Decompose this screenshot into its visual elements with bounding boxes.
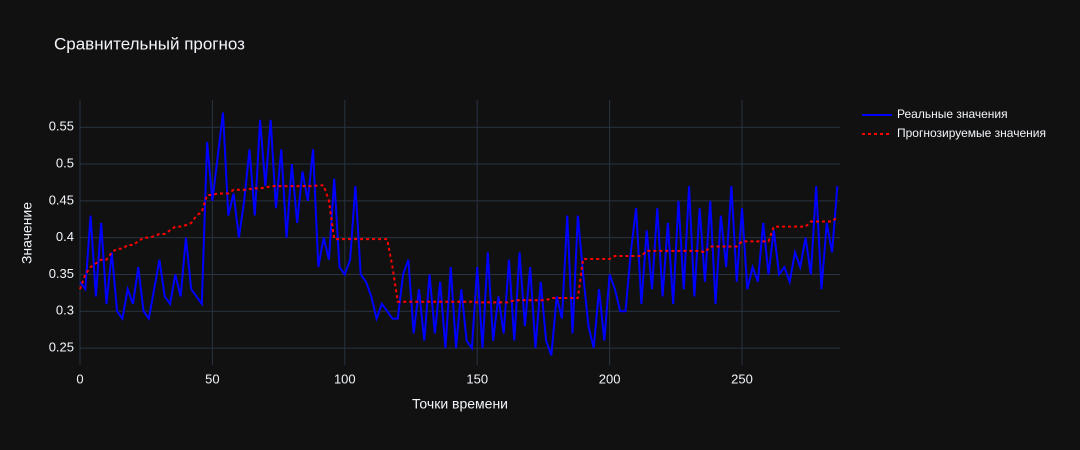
chart-title: Сравнительный прогноз <box>54 34 245 53</box>
y-tick-label: 0.55 <box>49 119 74 134</box>
data-line <box>79 184 838 304</box>
y-axis-label: Значение <box>19 202 35 264</box>
legend-label: Прогнозируемые значения <box>897 126 1046 140</box>
x-tick-label: 200 <box>599 371 621 386</box>
x-tick-label: 250 <box>731 371 753 386</box>
y-tick-label: 0.3 <box>56 303 74 318</box>
legend-label: Реальные значения <box>897 107 1008 121</box>
x-tick-label: 0 <box>76 371 83 386</box>
y-tick-label: 0.35 <box>49 266 74 281</box>
x-tick-label: 150 <box>466 371 488 386</box>
x-axis-label: Точки времени <box>412 396 508 412</box>
x-tick-label: 50 <box>205 371 219 386</box>
data-line <box>79 112 839 356</box>
x-tick-label: 100 <box>334 371 356 386</box>
y-tick-label: 0.45 <box>49 192 74 207</box>
y-tick-label: 0.4 <box>56 229 74 244</box>
y-tick-label: 0.5 <box>56 155 74 170</box>
y-tick-label: 0.25 <box>49 340 74 355</box>
